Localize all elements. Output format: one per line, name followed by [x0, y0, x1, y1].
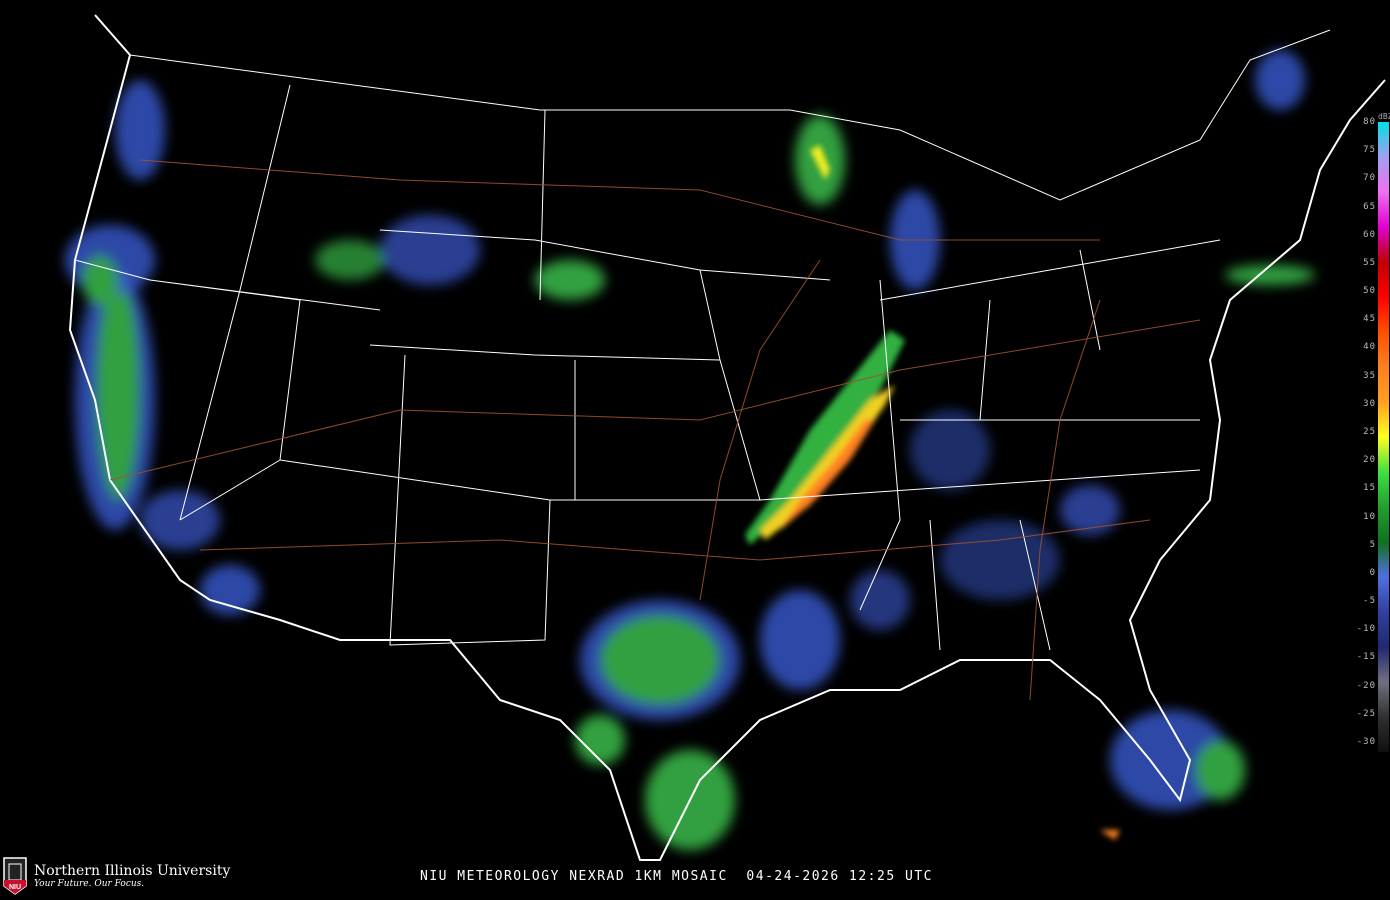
legend-tick: 40 [1363, 342, 1376, 353]
legend-tick: 55 [1363, 257, 1376, 268]
legend-unit: dBZ [1378, 112, 1390, 121]
niu-shield-icon: NIU [3, 857, 27, 895]
radar-echoes [65, 50, 1315, 850]
logo-name: Northern Illinois University [34, 863, 231, 879]
legend-tick: 25 [1363, 427, 1376, 437]
legend-tick: 45 [1363, 314, 1376, 325]
legend-tick: 5 [1369, 539, 1376, 550]
legend-tick: 65 [1363, 201, 1376, 212]
legend-tick: 20 [1363, 455, 1376, 466]
legend-tick: 30 [1363, 398, 1376, 409]
logo-badge-text: NIU [9, 884, 21, 891]
legend-tick: 80 [1363, 117, 1376, 127]
legend-tick: 10 [1363, 511, 1376, 522]
legend-tick: -20 [1356, 680, 1376, 691]
squall-line [745, 145, 1120, 840]
map-title: NIU METEOROLOGY NEXRAD 1KM MOSAIC 04-24-… [420, 869, 933, 884]
legend-tick: 75 [1363, 145, 1376, 156]
legend-tick: 50 [1363, 286, 1376, 297]
legend-tick: -25 [1356, 708, 1376, 719]
logo-tagline: Your Future. Our Focus. [34, 879, 145, 889]
coastline [68, 14, 1386, 861]
legend-tick: -10 [1356, 624, 1376, 635]
legend-tick: 35 [1363, 370, 1376, 381]
legend-tick: -5 [1363, 596, 1376, 607]
legend-color-bar [1378, 122, 1389, 752]
legend-tick: 60 [1363, 229, 1376, 240]
legend-tick: 0 [1369, 567, 1376, 578]
legend-tick: -30 [1356, 737, 1376, 747]
dbz-legend: dBZ 80757065605550454035302520151050-5-1… [1352, 112, 1390, 757]
legend-tick: 70 [1363, 173, 1376, 184]
state-borders [74, 29, 1331, 651]
highways [109, 159, 1201, 701]
legend-tick: 15 [1363, 483, 1376, 494]
legend-tick: -15 [1356, 652, 1376, 663]
niu-logo: NIU Northern Illinois University Your Fu… [2, 856, 230, 896]
